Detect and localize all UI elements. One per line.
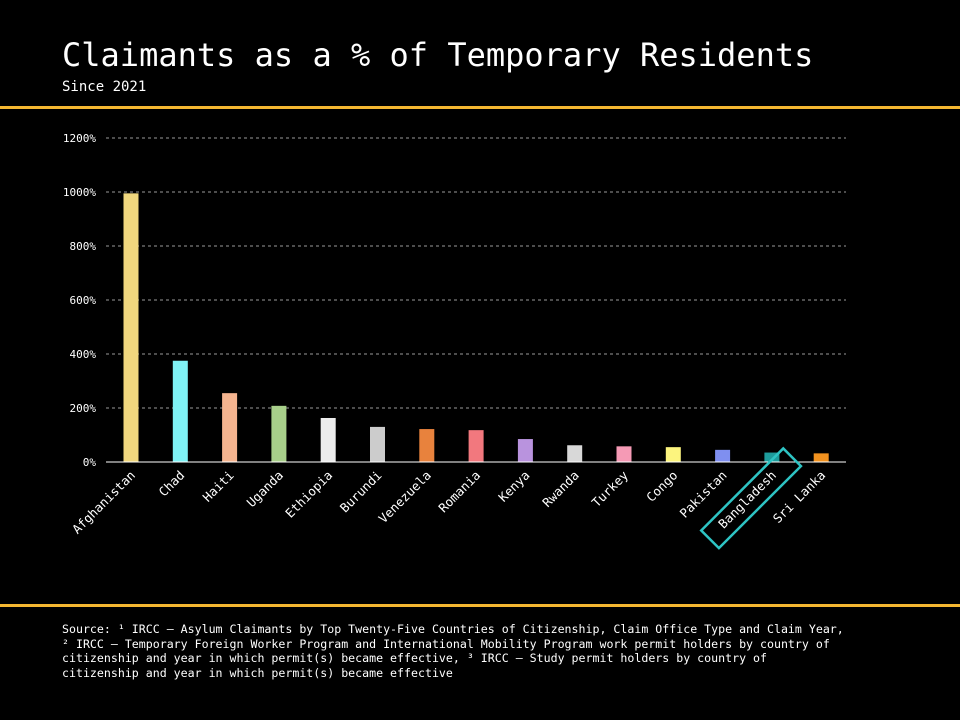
bar-congo xyxy=(665,447,681,462)
x-tick-label: Venezuela xyxy=(375,468,434,527)
y-tick-label: 0% xyxy=(83,456,97,469)
x-tick-label: Ethiopia xyxy=(282,468,335,521)
bar-romania xyxy=(468,430,484,462)
x-tick-label: Pakistan xyxy=(677,468,730,521)
y-tick-label: 800% xyxy=(70,240,97,253)
bar-turkey xyxy=(616,446,632,462)
x-tick-label: Chad xyxy=(156,468,188,500)
bar-haiti xyxy=(222,393,238,462)
bar-venezuela xyxy=(419,429,435,462)
top-accent-rule xyxy=(0,106,960,109)
bar-chart: 0% 200% 400% 600% 800% 1000% 1200% Afghanistan… xyxy=(63,132,846,550)
highlight-layer xyxy=(699,446,803,550)
chart-title: Claimants as a % of Temporary Residents xyxy=(62,36,814,74)
y-tick-label: 200% xyxy=(70,402,97,415)
x-tick-label: Romania xyxy=(435,468,483,516)
bar-pakistan xyxy=(715,449,731,462)
x-tick-label: Congo xyxy=(643,468,680,505)
bar-afghanistan xyxy=(123,193,139,462)
y-tick-label: 400% xyxy=(70,348,97,361)
bottom-accent-rule xyxy=(0,604,960,607)
x-tick-label: Sri Lanka xyxy=(770,468,829,527)
chart-subtitle: Since 2021 xyxy=(62,79,147,95)
y-tick-label: 1000% xyxy=(63,186,96,199)
bar-chad xyxy=(172,360,188,462)
y-tick-label: 600% xyxy=(70,294,97,307)
gridlines xyxy=(106,137,846,409)
bars xyxy=(123,193,829,462)
y-axis-tick-labels: 0% 200% 400% 600% 800% 1000% 1200% xyxy=(63,132,96,469)
x-tick-label: Turkey xyxy=(589,467,632,510)
bar-uganda xyxy=(271,405,287,462)
bar-kenya xyxy=(517,439,533,462)
x-tick-label: Rwanda xyxy=(539,468,582,511)
bar-sri-lanka xyxy=(813,453,829,462)
highlight-box xyxy=(699,446,803,550)
x-tick-label: Uganda xyxy=(243,468,286,511)
x-tick-label: Afghanistan xyxy=(69,468,138,537)
x-tick-label: Haiti xyxy=(199,468,236,505)
y-tick-label: 1200% xyxy=(63,132,96,145)
bar-rwanda xyxy=(567,445,583,462)
source-footnote: Source: ¹ IRCC – Asylum Claimants by Top… xyxy=(62,622,844,680)
bar-ethiopia xyxy=(320,417,336,462)
bar-burundi xyxy=(370,426,385,462)
x-tick-label: Burundi xyxy=(337,468,385,516)
x-tick-label: Kenya xyxy=(495,468,532,505)
bar-bangladesh xyxy=(764,452,780,462)
